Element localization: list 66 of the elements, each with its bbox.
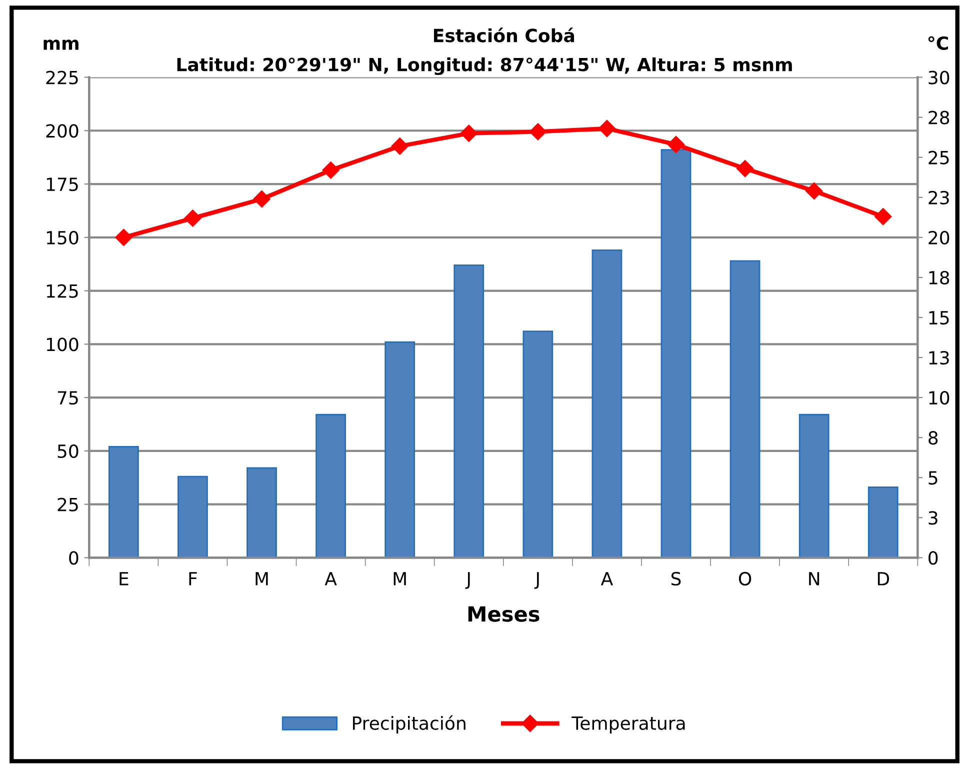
legend-label: Precipitación xyxy=(353,715,466,734)
y2-tick-label: 25 xyxy=(928,150,949,164)
legend-label: Temperatura xyxy=(572,716,685,734)
bar xyxy=(730,260,760,558)
bar xyxy=(660,149,692,558)
point xyxy=(806,182,823,200)
y2-tick-label: 28 xyxy=(928,110,950,124)
y-tick-label: 125 xyxy=(46,284,78,298)
x-tick-label: S xyxy=(671,572,681,586)
y-tick-label: 150 xyxy=(46,230,78,245)
chart-subtitle: Latitud: 20°29'19" N, Longitud: 87°44'15" W, Altura: 5 msnm xyxy=(177,57,792,76)
y-tick-label: 50 xyxy=(58,444,78,458)
y-tick-label: 25 xyxy=(58,498,78,512)
x-tick-label: M xyxy=(394,572,406,586)
y2-tick-label: 13 xyxy=(929,350,949,365)
x-tick-label: A xyxy=(600,572,613,586)
y-tick-label: 75 xyxy=(58,391,78,405)
y2-tick-label: 18 xyxy=(929,270,950,285)
x-tick-label: D xyxy=(878,572,890,586)
chart-title: Estación Cobá xyxy=(434,28,574,42)
y2-tick-label: 20 xyxy=(928,230,950,245)
point xyxy=(460,124,478,142)
y-tick-label: 100 xyxy=(46,338,78,352)
y-tick-label: 200 xyxy=(46,124,78,138)
bar xyxy=(108,446,139,558)
x-tick-label: O xyxy=(738,572,752,586)
y2-tick-label: 30 xyxy=(928,70,950,84)
point xyxy=(322,162,340,179)
point xyxy=(874,208,892,226)
x-tick-label: J xyxy=(534,572,539,589)
point xyxy=(667,136,685,154)
point xyxy=(598,120,616,138)
y-tick-label: 175 xyxy=(46,178,78,192)
bar xyxy=(454,264,484,558)
y2-tick-label: 23 xyxy=(928,190,949,204)
y2-tick-label: 3 xyxy=(928,511,938,525)
y-axis-title: mm xyxy=(44,40,78,50)
y2-tick-label: 15 xyxy=(929,311,949,325)
point xyxy=(184,210,202,227)
point xyxy=(529,123,546,140)
y2-tick-label: 10 xyxy=(929,391,950,405)
y-tick-label: 225 xyxy=(46,70,78,84)
x-tick-label: N xyxy=(809,572,820,586)
point xyxy=(391,138,408,155)
y-tick-label: 0 xyxy=(69,551,78,565)
bar xyxy=(522,330,554,558)
bar xyxy=(316,414,346,558)
bar xyxy=(384,341,416,558)
point xyxy=(736,160,754,178)
point xyxy=(253,190,270,208)
y2-tick-label: 5 xyxy=(928,471,938,485)
x-tick-label: M xyxy=(256,572,268,586)
x-tick-label: F xyxy=(189,572,197,586)
y2-tick-label: 0 xyxy=(928,551,938,565)
bar xyxy=(592,250,622,558)
x-axis-title: Meses xyxy=(468,606,540,622)
point xyxy=(115,228,132,246)
x-tick-label: E xyxy=(120,572,128,586)
bar xyxy=(246,467,277,558)
bar xyxy=(178,476,208,558)
x-tick-label: A xyxy=(324,572,337,586)
y2-axis-title: °C xyxy=(928,36,948,50)
bar xyxy=(868,486,898,558)
bar xyxy=(798,414,830,558)
x-tick-label: J xyxy=(465,572,470,589)
y2-tick-label: 8 xyxy=(928,431,938,445)
